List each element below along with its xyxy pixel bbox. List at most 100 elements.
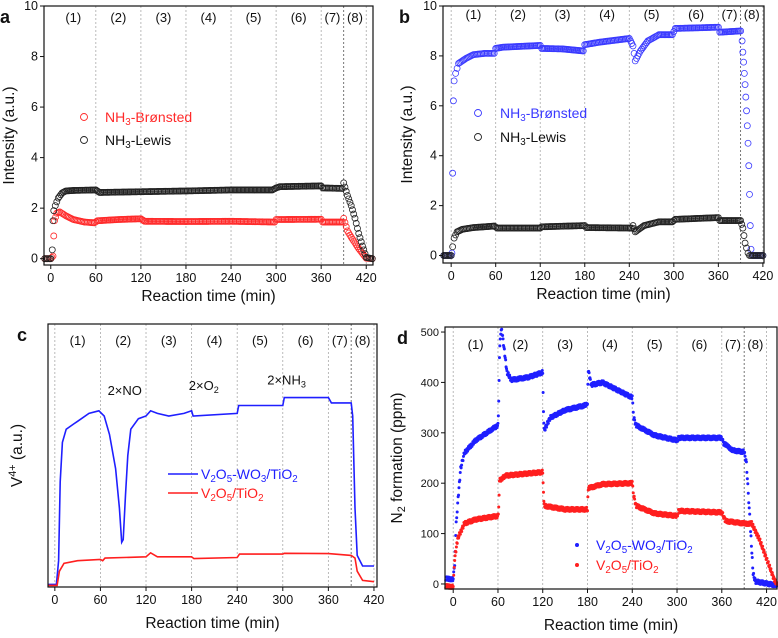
y-tick-label: 400 (421, 377, 439, 389)
x-tick-label: 60 (93, 593, 107, 607)
phase-label: (5) (246, 10, 262, 25)
data-point (501, 337, 505, 341)
data-point (759, 541, 763, 545)
legend-label: NH3-Brønsted (500, 105, 587, 124)
data-point (751, 522, 755, 526)
x-tick-label: 120 (532, 595, 553, 609)
data-point (342, 187, 350, 195)
data-point (356, 234, 364, 242)
data-point (347, 202, 355, 210)
data-point (347, 233, 355, 241)
phase-label: (6) (298, 333, 314, 348)
data-point (746, 491, 750, 495)
data-point (757, 534, 761, 538)
data-point (769, 567, 773, 571)
legend-swatch (80, 136, 88, 144)
data-point (454, 520, 458, 524)
data-point (745, 477, 749, 481)
data-point (50, 232, 58, 240)
data-point (506, 371, 510, 375)
x-tick-label: 420 (364, 593, 385, 607)
panel-b: (1) (2) (3) (4) (5) (6) (7) (8) NH3-Brønsted NH3-… (399, 0, 773, 303)
data-point (338, 218, 346, 226)
x-tick-label: 360 (708, 269, 729, 283)
phase-label: (1) (468, 337, 484, 352)
phase-label: (2) (110, 10, 126, 25)
data-point (743, 107, 750, 115)
data-point (721, 511, 725, 515)
series-1 (440, 214, 767, 259)
data-point (719, 435, 723, 439)
x-tick-label: 0 (450, 595, 457, 609)
data-point (765, 556, 769, 560)
data-point (452, 565, 456, 569)
data-point (458, 478, 462, 482)
data-point (496, 421, 500, 425)
data-point (761, 544, 765, 548)
data-point (49, 217, 57, 225)
panel-letter: d (397, 328, 408, 348)
data-point (631, 401, 635, 405)
x-tick-label: 420 (356, 271, 377, 285)
data-point (453, 554, 457, 558)
phase-label: (5) (252, 333, 268, 348)
data-point (458, 532, 462, 536)
data-point (738, 220, 746, 228)
data-point (497, 378, 501, 382)
data-point (349, 206, 356, 214)
data-point (502, 347, 506, 351)
data-point (750, 520, 754, 524)
data-point (633, 418, 637, 422)
data-point (741, 239, 749, 247)
data-point (498, 337, 502, 341)
data-point (737, 217, 745, 224)
x-tick-label: 180 (181, 593, 202, 607)
data-point (742, 93, 750, 101)
data-point (351, 214, 359, 222)
phase-label: (2) (512, 337, 528, 352)
data-point (452, 570, 456, 574)
data-point (452, 573, 456, 577)
phase-label: (2) (510, 7, 526, 22)
legend-label: V2O5/TiO2 (596, 557, 659, 576)
phase-label: (8) (347, 10, 363, 25)
data-point (454, 550, 458, 554)
data-point (51, 202, 59, 210)
phase-label: (7) (324, 10, 340, 25)
data-point (744, 139, 752, 147)
series-1 (444, 468, 778, 590)
y-tick-label: 4 (31, 151, 38, 165)
x-tick-label: 60 (89, 271, 103, 285)
series-0 (48, 396, 374, 586)
data-point (668, 31, 676, 39)
data-point (450, 77, 458, 85)
data-point (758, 537, 762, 541)
data-point (586, 495, 590, 499)
data-point (541, 490, 545, 494)
phase-label: (4) (206, 333, 222, 348)
y-tick-label: 0 (430, 249, 437, 263)
data-point (56, 192, 63, 200)
x-tick-label: 0 (448, 269, 455, 283)
data-point (545, 425, 549, 429)
legend-label: V2O5-WO3/TiO2 (596, 537, 693, 556)
data-point (355, 230, 363, 237)
data-point (344, 192, 351, 199)
data-point (359, 242, 366, 250)
data-point (341, 219, 349, 226)
data-point (747, 501, 751, 505)
data-point (548, 418, 552, 422)
data-point (449, 169, 457, 177)
phase-label: (1) (465, 7, 481, 22)
y-tick-label: 8 (31, 50, 38, 64)
data-point (466, 449, 470, 453)
data-point (450, 234, 458, 242)
data-point (354, 243, 361, 251)
panel-letter: a (0, 7, 11, 27)
data-point (632, 416, 636, 420)
data-point (455, 510, 459, 514)
data-point (741, 448, 745, 452)
data-point (354, 224, 361, 232)
data-point (753, 576, 757, 580)
